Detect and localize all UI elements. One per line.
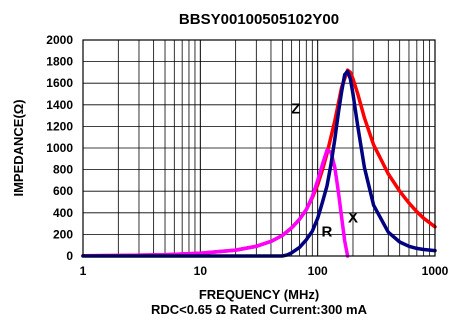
y-tick-label: 1800 (46, 55, 73, 69)
x-axis-tick-labels: 1 10 100 1000 (80, 264, 449, 278)
y-tick-label: 400 (53, 206, 73, 220)
plot-frame (82, 39, 436, 257)
series-line-r (81, 148, 350, 258)
y-tick-label: 2000 (46, 33, 73, 47)
x-tick-label: 1000 (422, 264, 449, 278)
chart-note: RDC<0.65 Ω Rated Current:300 mA (151, 302, 368, 317)
series-label-z: Z (291, 100, 300, 117)
series-line-x (81, 69, 437, 258)
y-tick-label: 200 (53, 227, 73, 241)
series-lines (81, 68, 437, 258)
y-tick-label: 1600 (46, 76, 73, 90)
y-tick-label: 1000 (46, 141, 73, 155)
y-axis-tick-labels: 0 200 400 600 800 1000 1200 1400 1600 1800 2000 (46, 33, 73, 263)
y-tick-label: 600 (53, 184, 73, 198)
x-tick-label: 1 (80, 264, 87, 278)
series-label-r: R (322, 224, 333, 241)
x-axis-label: FREQUENCY (MHz) (199, 287, 319, 302)
x-tick-label: 10 (194, 264, 208, 278)
plot-grid (83, 40, 435, 256)
y-tick-label: 1200 (46, 119, 73, 133)
x-tick-label: 100 (308, 264, 328, 278)
y-tick-label: 1400 (46, 98, 73, 112)
y-tick-label: 0 (66, 249, 73, 263)
y-axis-label: IMPEDANCE(Ω) (11, 99, 26, 196)
y-tick-label: 800 (53, 163, 73, 177)
chart-title: BBSY00100505102Y00 (179, 11, 339, 28)
series-annotations: Z RX (291, 100, 358, 240)
series-label-x: X (348, 210, 358, 227)
